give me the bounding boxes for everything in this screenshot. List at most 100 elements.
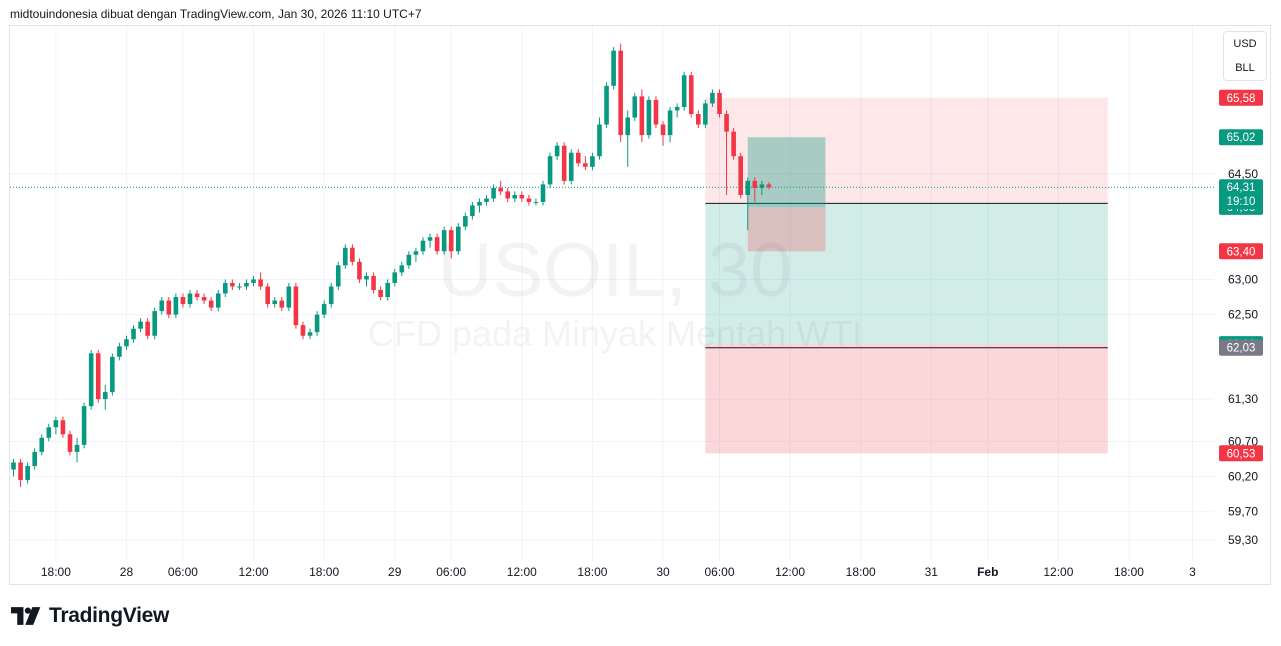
- x-tick-label: 18:00: [1114, 565, 1144, 579]
- y-tick-label: 63,00: [1228, 272, 1258, 286]
- candle: [117, 342, 122, 361]
- candle-body: [653, 99, 659, 125]
- candle-body: [251, 279, 256, 283]
- price-tag-bg: [1219, 129, 1263, 146]
- candle-body: [208, 300, 214, 308]
- y-tick-label: 60,70: [1228, 434, 1258, 448]
- candle: [653, 96, 659, 129]
- x-tick-label: Feb: [977, 565, 998, 579]
- candle-body: [703, 103, 708, 125]
- candle-body: [286, 286, 292, 308]
- candle: [187, 289, 193, 308]
- unit-selector[interactable]: USD BLL: [1223, 31, 1267, 81]
- price-axis: 64,50 63,00 62,50 61,30 60,70 60,20 59,70 59,30: [1228, 167, 1258, 547]
- candle-body: [399, 265, 405, 273]
- candle: [152, 307, 157, 340]
- candle-body: [484, 198, 489, 202]
- price-tag-text: 62,03: [1227, 343, 1256, 355]
- candle: [674, 103, 680, 118]
- candle-body: [519, 194, 525, 199]
- candle: [745, 177, 751, 231]
- candle-body: [25, 465, 30, 481]
- candle: [540, 180, 546, 206]
- candle-body: [258, 279, 263, 287]
- candle-body: [752, 180, 758, 188]
- candle-body: [498, 187, 503, 192]
- candle: [484, 194, 489, 206]
- candle-body: [173, 297, 179, 315]
- candle-body: [688, 75, 694, 114]
- time-axis: 18:00 28 06:00 12:00 18:00 29 06:00 12:00 18:00 3…: [41, 565, 1196, 579]
- candle: [703, 99, 708, 129]
- x-tick-label: 18:00: [41, 565, 71, 579]
- candle-body: [357, 261, 362, 280]
- candle-body: [279, 300, 285, 308]
- candle: [590, 152, 595, 171]
- candle: [138, 318, 143, 333]
- candle-body: [102, 392, 108, 400]
- candle: [625, 110, 631, 167]
- candle-body: [646, 99, 652, 136]
- candle: [660, 121, 666, 146]
- candle: [39, 434, 45, 456]
- candle: [533, 198, 539, 206]
- price-tag: 62,03: [1219, 339, 1263, 356]
- price-tag-text: 19:10: [1227, 196, 1256, 208]
- candle: [568, 149, 574, 185]
- currency-label[interactable]: USD: [1233, 38, 1257, 50]
- candle-body: [230, 282, 235, 287]
- candle: [131, 325, 136, 343]
- candle: [25, 462, 30, 484]
- candle: [145, 318, 150, 340]
- x-tick-label: 3: [1189, 565, 1196, 579]
- candle-body: [477, 201, 482, 206]
- candle-body: [420, 240, 426, 252]
- price-tag-text: 63,40: [1227, 246, 1256, 258]
- last-price-tag: 64,31 19:10: [1219, 179, 1263, 210]
- candle-body: [639, 96, 645, 136]
- candle-body: [300, 325, 306, 336]
- candle-body: [314, 314, 320, 333]
- candle: [646, 96, 652, 139]
- x-tick-label: 12:00: [507, 565, 537, 579]
- candle-body: [378, 289, 383, 298]
- tradingview-logo[interactable]: TradingView: [11, 603, 169, 629]
- candle-body: [448, 230, 454, 252]
- candle-body: [576, 152, 581, 164]
- candle: [611, 47, 616, 90]
- x-tick-label: 30: [656, 565, 670, 579]
- x-tick-label: 12:00: [1043, 565, 1073, 579]
- candle-body: [759, 184, 765, 188]
- candle: [81, 402, 87, 449]
- candle-body: [696, 113, 701, 125]
- candle: [110, 353, 115, 396]
- candle: [166, 297, 172, 319]
- price-tag-bg: [1219, 243, 1263, 260]
- candles: [11, 43, 772, 488]
- candle-body: [547, 156, 553, 185]
- candle-body: [39, 437, 45, 452]
- candle-body: [223, 282, 228, 294]
- x-tick-label: 18:00: [846, 565, 876, 579]
- candle: [124, 335, 129, 350]
- candle: [18, 458, 23, 488]
- tradingview-logo-icon: [11, 607, 41, 625]
- candle: [265, 282, 270, 308]
- candle-body: [350, 247, 355, 262]
- candle: [604, 82, 609, 129]
- candle-body: [11, 462, 16, 470]
- y-tick-label: 64,50: [1228, 167, 1258, 181]
- y-tick-label: 60,20: [1228, 470, 1258, 484]
- candle: [406, 251, 412, 269]
- candle-body: [18, 462, 23, 481]
- candle-body: [328, 286, 334, 305]
- candle: [766, 182, 772, 190]
- candle-body: [124, 339, 129, 347]
- candle: [731, 128, 736, 160]
- unit-label[interactable]: BLL: [1235, 62, 1255, 74]
- price-tag-bg: [1219, 179, 1263, 210]
- candle: [88, 349, 94, 410]
- candle: [293, 282, 299, 329]
- candle: [385, 279, 390, 301]
